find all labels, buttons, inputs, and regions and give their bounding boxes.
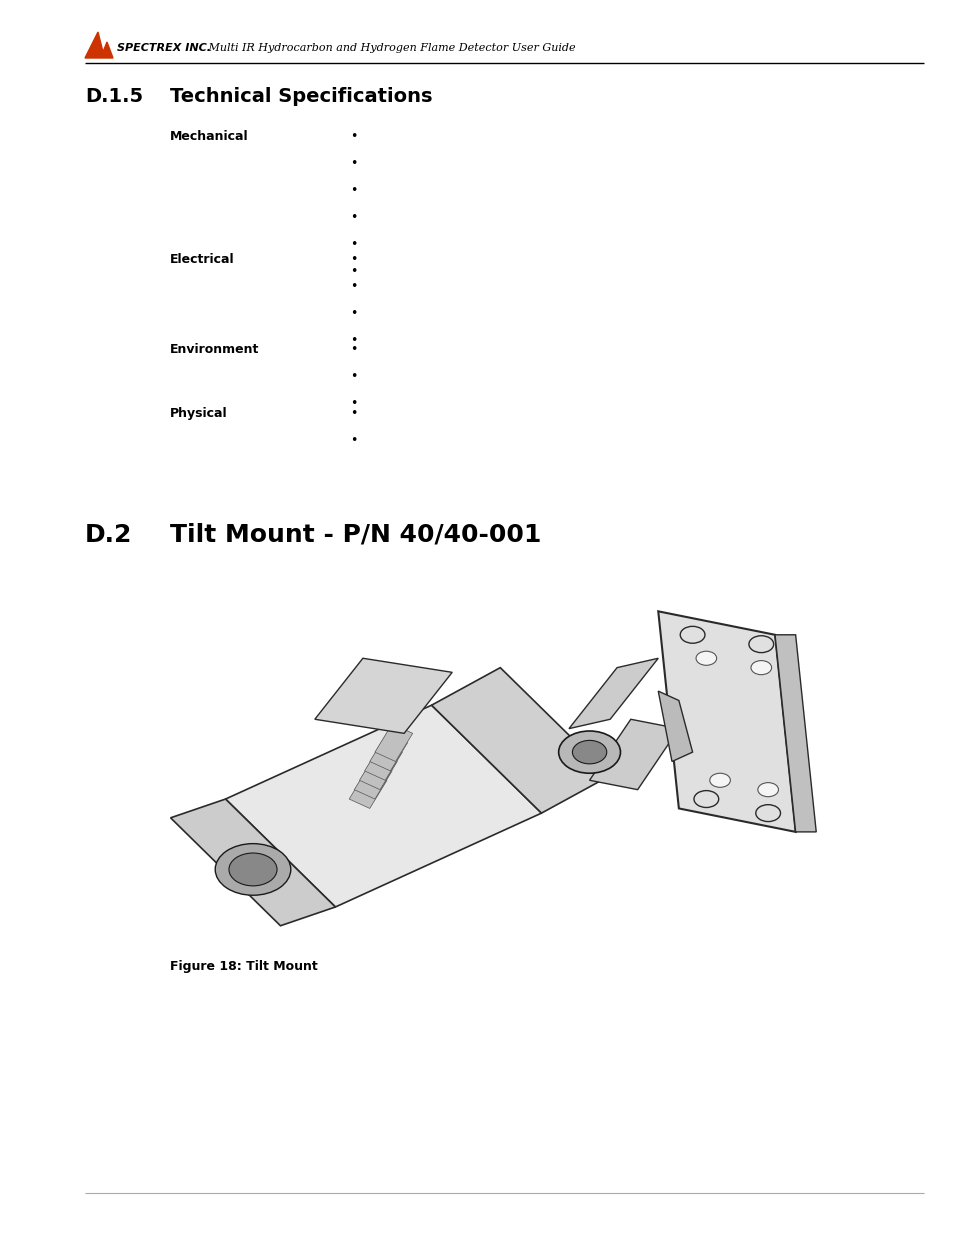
Text: •: • <box>350 253 357 266</box>
Circle shape <box>558 731 619 773</box>
Text: Environment: Environment <box>170 343 259 356</box>
Text: D.1.5: D.1.5 <box>85 86 143 106</box>
Text: •: • <box>350 343 357 356</box>
Polygon shape <box>589 719 679 789</box>
Circle shape <box>755 805 780 821</box>
Text: Physical: Physical <box>170 408 228 420</box>
Circle shape <box>750 661 771 674</box>
Polygon shape <box>774 635 816 832</box>
Circle shape <box>696 651 716 666</box>
Text: •: • <box>350 408 357 420</box>
Polygon shape <box>658 611 795 832</box>
Text: •: • <box>350 433 357 447</box>
Text: Figure 18: Tilt Mount: Figure 18: Tilt Mount <box>170 960 317 973</box>
Text: •: • <box>350 280 357 293</box>
Text: Tilt Mount - P/N 40/40-001: Tilt Mount - P/N 40/40-001 <box>170 522 540 547</box>
Circle shape <box>679 626 704 643</box>
Polygon shape <box>568 658 658 729</box>
Text: SPECTREX INC.: SPECTREX INC. <box>117 43 211 53</box>
Circle shape <box>709 773 730 788</box>
Text: •: • <box>350 370 357 383</box>
Text: •: • <box>350 238 357 251</box>
Text: •: • <box>350 157 357 170</box>
Polygon shape <box>658 692 692 762</box>
Text: Mechanical: Mechanical <box>170 130 249 143</box>
Polygon shape <box>225 705 541 906</box>
Polygon shape <box>171 799 335 926</box>
Text: •: • <box>350 130 357 143</box>
Text: •: • <box>350 333 357 347</box>
Text: Electrical: Electrical <box>170 253 234 266</box>
Text: Multi IR Hydrocarbon and Hydrogen Flame Detector User Guide: Multi IR Hydrocarbon and Hydrogen Flame … <box>205 43 575 53</box>
Text: •: • <box>350 308 357 320</box>
Text: D.2: D.2 <box>85 522 132 547</box>
Text: •: • <box>350 211 357 224</box>
Text: Technical Specifications: Technical Specifications <box>170 86 432 106</box>
Text: •: • <box>350 396 357 410</box>
Text: •: • <box>350 184 357 198</box>
Polygon shape <box>85 32 112 58</box>
Polygon shape <box>354 762 392 799</box>
Polygon shape <box>359 752 396 789</box>
Circle shape <box>748 636 773 652</box>
Circle shape <box>215 844 291 895</box>
Circle shape <box>229 853 276 885</box>
Polygon shape <box>349 771 387 809</box>
Polygon shape <box>375 724 413 762</box>
Polygon shape <box>431 668 610 813</box>
Polygon shape <box>314 658 452 734</box>
Polygon shape <box>370 734 407 771</box>
Circle shape <box>757 783 778 797</box>
Circle shape <box>693 790 718 808</box>
Circle shape <box>572 741 606 763</box>
Polygon shape <box>364 742 402 781</box>
Text: •: • <box>350 266 357 278</box>
